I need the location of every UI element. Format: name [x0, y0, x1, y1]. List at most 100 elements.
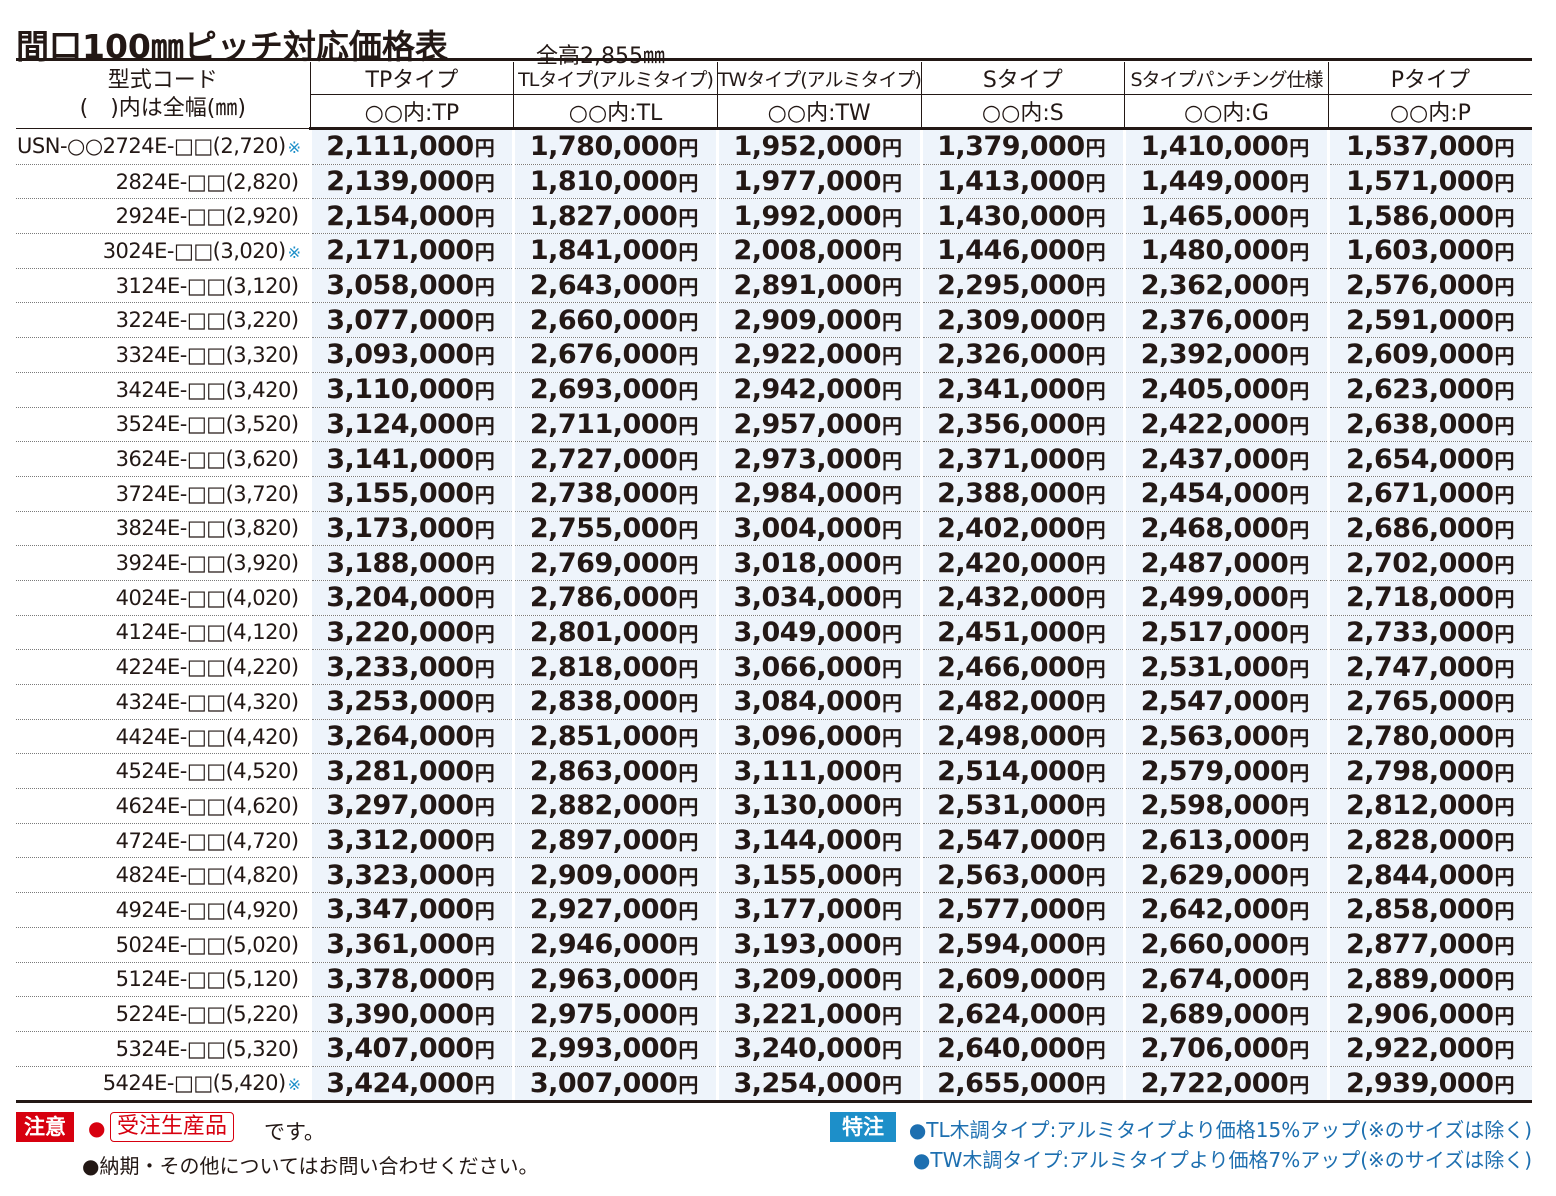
price-cell: 2,376,000円: [1123, 302, 1329, 338]
price-table: 型式コード ( )内は全幅(㎜) TPタイプ TLタイプ(アルミタイプ) TWタ…: [16, 62, 1532, 1104]
price-value: 3,281,000: [326, 755, 474, 787]
yen-unit: 円: [1494, 136, 1515, 161]
price-value: 2,362,000: [1140, 270, 1289, 302]
price-value: 3,124,000: [326, 408, 474, 440]
yen-unit: 円: [1289, 656, 1309, 681]
yen-unit: 円: [678, 309, 698, 334]
price-value: 2,755,000: [529, 512, 678, 544]
yen-unit: 円: [1085, 136, 1106, 161]
yen-unit: 円: [678, 691, 698, 716]
yen-unit: 円: [1289, 899, 1309, 924]
yen-unit: 円: [882, 136, 902, 161]
price-cell: 2,402,000円: [919, 510, 1125, 546]
price-cell: 2,897,000円: [512, 822, 718, 858]
yen-unit: 円: [1085, 205, 1106, 230]
yen-unit: 円: [882, 379, 902, 404]
table-row: 4024E-□□(4,020) 3,204,000円 2,786,000円 3,034…: [16, 579, 1532, 616]
yen-unit: 円: [1494, 864, 1515, 889]
price-cell: 2,922,000円: [1326, 1030, 1532, 1067]
price-cell: 3,254,000円: [715, 1065, 921, 1104]
yen-unit: 円: [474, 1038, 495, 1063]
model-code: 3024E-□□(3,020): [102, 238, 286, 263]
price-value: 2,927,000: [529, 894, 678, 926]
yen-unit: 円: [1289, 968, 1309, 993]
price-cell: 2,975,000円: [512, 996, 718, 1032]
price-cell: 2,863,000円: [512, 753, 718, 789]
yen-unit: 円: [678, 379, 698, 404]
yen-unit: 円: [1085, 760, 1106, 785]
yen-unit: 円: [1494, 1038, 1515, 1063]
yen-unit: 円: [882, 934, 902, 959]
price-value: 3,173,000: [326, 512, 474, 544]
yen-unit: 円: [882, 899, 902, 924]
price-cell: 2,498,000円: [919, 718, 1125, 754]
yen-unit: 円: [882, 240, 902, 265]
column-code-tw: ○○内:TW: [716, 94, 921, 130]
yen-unit: 円: [474, 968, 495, 993]
price-value: 2,738,000: [529, 478, 678, 510]
price-cell: 2,598,000円: [1123, 788, 1329, 824]
table-row: 3924E-□□(3,920) 3,188,000円 2,769,000円 3,018…: [16, 545, 1532, 581]
price-cell: 3,188,000円: [308, 545, 514, 581]
price-value: 2,643,000: [529, 270, 678, 302]
price-cell: 2,531,000円: [919, 788, 1125, 824]
price-value: 2,591,000: [1345, 304, 1494, 336]
price-cell: 3,220,000円: [308, 614, 514, 650]
model-code-cell: 5024E-□□(5,020): [16, 926, 311, 962]
model-code-cell: 4424E-□□(4,420): [16, 718, 311, 754]
table-row: 4824E-□□(4,820) 3,323,000円 2,909,000円 3,155…: [16, 857, 1532, 893]
price-cell: 2,629,000円: [1123, 857, 1329, 893]
yen-unit: 円: [882, 795, 902, 820]
price-cell: 3,240,000円: [715, 1030, 921, 1067]
yen-unit: 円: [474, 691, 495, 716]
price-value: 2,660,000: [529, 304, 678, 336]
price-value: 3,066,000: [733, 651, 881, 683]
price-cell: 1,379,000円: [919, 128, 1125, 165]
price-value: 2,674,000: [1140, 963, 1289, 995]
yen-unit: 円: [678, 656, 698, 681]
yen-unit: 円: [1289, 275, 1309, 300]
price-value: 2,769,000: [529, 547, 678, 579]
yen-unit: 円: [1085, 587, 1106, 612]
price-value: 2,909,000: [529, 859, 678, 891]
price-value: 2,844,000: [1345, 859, 1494, 891]
model-code-cell: 3724E-□□(3,720): [16, 475, 311, 512]
price-cell: 2,963,000円: [512, 961, 718, 997]
yen-unit: 円: [678, 171, 698, 196]
yen-unit: 円: [1289, 552, 1309, 577]
price-value: 2,295,000: [937, 270, 1085, 302]
price-cell: 2,769,000円: [512, 545, 718, 581]
column-header-tw: TWタイプ(アルミタイプ): [716, 62, 921, 95]
yen-unit: 円: [1085, 1038, 1106, 1063]
price-value: 2,863,000: [529, 755, 678, 787]
price-cell: 2,984,000円: [715, 475, 921, 512]
model-code-cell: 3624E-□□(3,620): [16, 441, 311, 477]
price-value: 3,361,000: [326, 929, 474, 961]
price-value: 3,193,000: [733, 929, 881, 961]
yen-unit: 円: [1085, 934, 1106, 959]
price-cell: 2,638,000円: [1326, 406, 1532, 442]
yen-unit: 円: [474, 344, 495, 369]
price-value: 2,722,000: [1140, 1067, 1289, 1099]
model-code-cell: 3324E-□□(3,320): [16, 337, 311, 373]
price-value: 2,514,000: [937, 755, 1085, 787]
price-value: 2,341,000: [937, 374, 1085, 406]
column-header-tl: TLタイプ(アルミタイプ): [513, 62, 718, 95]
price-cell: 2,858,000円: [1326, 892, 1532, 928]
yen-unit: 円: [678, 552, 698, 577]
yen-unit: 円: [1289, 864, 1309, 889]
price-cell: 2,851,000円: [512, 718, 718, 754]
price-value: 2,689,000: [1140, 998, 1289, 1030]
price-cell: 2,371,000円: [919, 441, 1125, 477]
model-code: 5224E-□□(5,220): [115, 1002, 299, 1027]
yen-unit: 円: [882, 864, 902, 889]
price-value: 1,413,000: [937, 166, 1085, 198]
yen-unit: 円: [678, 795, 698, 820]
yen-unit: 円: [1289, 379, 1309, 404]
price-value: 3,130,000: [733, 790, 881, 822]
yen-unit: 円: [474, 275, 495, 300]
price-cell: 1,449,000円: [1123, 163, 1329, 199]
model-code: 3224E-□□(3,220): [115, 308, 299, 333]
model-code-cell: 4024E-□□(4,020): [16, 579, 311, 616]
yen-unit: 円: [678, 483, 698, 508]
